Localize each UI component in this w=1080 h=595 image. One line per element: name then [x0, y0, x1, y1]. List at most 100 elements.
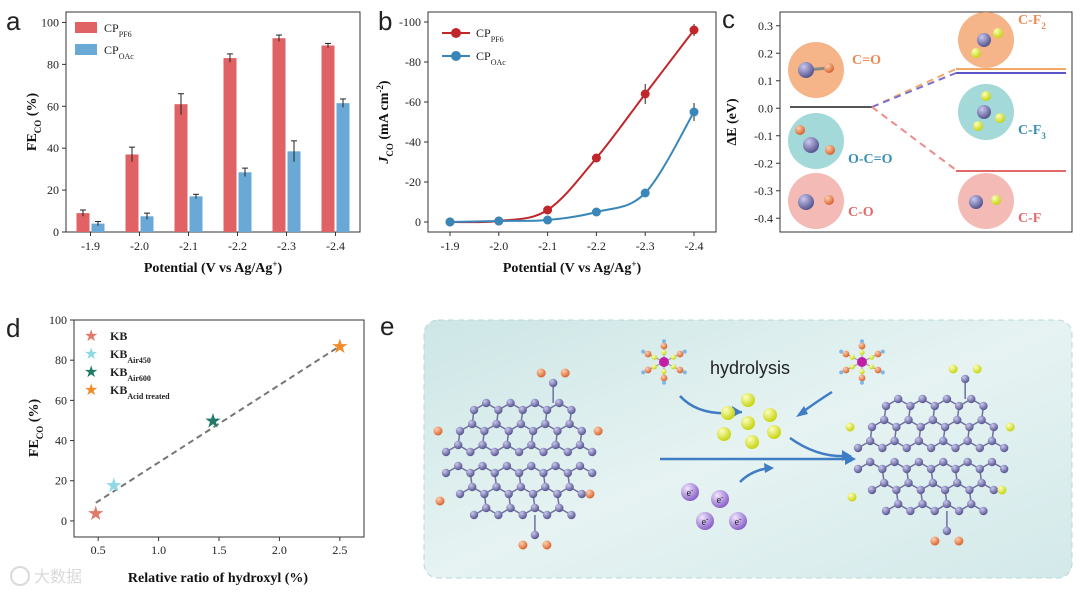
atom-c [441, 468, 451, 478]
atom-o [660, 374, 668, 382]
atom-c [954, 506, 964, 516]
atom-c [989, 422, 998, 432]
label-o-c-o: O-C=O [848, 152, 893, 167]
chart-d-fit-line [95, 345, 341, 504]
atom-c [577, 426, 586, 436]
atom-c [555, 503, 564, 513]
atom-c [527, 461, 536, 471]
atom-f [847, 492, 857, 502]
atom-h [662, 339, 666, 344]
atom-c [575, 461, 585, 471]
y-tick-label: 0.1 [758, 74, 773, 88]
atom-f [651, 354, 658, 360]
atom-f [845, 422, 855, 432]
path-c-f [871, 106, 957, 171]
atom-c [926, 443, 936, 453]
atom-c [975, 443, 984, 453]
bar-oac--2.2 [238, 172, 252, 232]
legend-b-marker-pf6 [451, 28, 461, 38]
chart-c-ylabel: ΔE (eV) [725, 98, 740, 146]
atom-c [480, 426, 489, 436]
atom-f [849, 354, 856, 360]
atom-c [516, 419, 526, 429]
watermark-text: 大数据 [34, 567, 82, 586]
atom-p [659, 357, 669, 367]
atom-c [506, 398, 515, 408]
bar-pf6--2.4 [321, 45, 335, 233]
atom-c [502, 440, 512, 450]
atom-c [960, 374, 970, 384]
chart-b: -1.9 -2.0 -2.1 -2.2 -2.3 -2.4 0 -20 -40 -60 -80 -10… [375, 11, 717, 276]
atom-c [539, 468, 548, 478]
legend-a-label-pf6: CPPF6 [104, 21, 132, 39]
x-tick-label: -2.2 [228, 239, 247, 253]
atom-c [999, 443, 1009, 453]
atom-c [551, 461, 560, 471]
atom-c [879, 478, 889, 488]
x-tick-label: -2.0 [130, 239, 149, 253]
bar-oac--1.9 [91, 223, 105, 232]
atom-o [858, 342, 866, 350]
atom-c [865, 436, 875, 446]
point-oac--2.2 [591, 207, 601, 217]
atom-h [641, 370, 646, 375]
legend-b-marker-oac [451, 51, 461, 61]
x-tick-label: 1.0 [151, 543, 166, 557]
atom-f [671, 354, 677, 360]
series-line-oac [449, 111, 695, 223]
atom-c [528, 426, 538, 436]
point-oac--2.4 [689, 107, 699, 117]
x-tick-label: 0.5 [91, 543, 106, 557]
atom-c [916, 422, 925, 432]
atom-c [494, 405, 503, 415]
x-tick-label: -2.0 [489, 239, 508, 253]
atom-c [963, 457, 972, 467]
point-oac--2.0 [494, 216, 504, 226]
y-tick-label: 100 [41, 15, 59, 29]
atom-f [849, 364, 856, 370]
atom-o [795, 125, 805, 135]
atom-c [977, 33, 991, 47]
atom-o [930, 536, 940, 546]
atom-c [878, 443, 887, 453]
atom-c [530, 398, 540, 408]
y-tick-label: -0.4 [754, 211, 773, 225]
label-c-f3: C-F3 [1018, 123, 1046, 141]
atom-o [536, 368, 546, 378]
atom-c [441, 447, 451, 457]
atom-c [803, 137, 819, 153]
x-tick-label: -2.1 [538, 239, 557, 253]
atom-f [661, 369, 667, 375]
point-oac--1.9 [445, 217, 455, 227]
atom-c [939, 436, 948, 446]
bar-pf6--1.9 [76, 213, 90, 232]
atom-c [865, 457, 875, 467]
point-pf6--2.2 [591, 153, 601, 163]
atom-c [977, 415, 986, 425]
atom-o [435, 496, 445, 506]
atom-f [721, 406, 735, 420]
atom-c [967, 499, 976, 509]
atom-h [641, 349, 646, 354]
atom-f [661, 349, 667, 355]
point-star-0: ★ [87, 503, 105, 525]
atom-c [914, 436, 924, 446]
atom-c [906, 401, 915, 411]
y-tick-label: 20 [55, 474, 67, 488]
atom-c [977, 105, 991, 119]
legend-d-marker-acid: ★ [84, 382, 98, 399]
atom-c [587, 468, 597, 478]
atom-c [977, 478, 986, 488]
y-tick-label: 40 [55, 434, 67, 448]
atom-c [516, 482, 526, 492]
y-tick-label: -100 [399, 15, 421, 29]
atom-c [881, 401, 891, 411]
atom-c [478, 461, 487, 471]
atom-c [965, 422, 974, 432]
point-star-3: ★ [331, 336, 349, 358]
atom-c [940, 485, 950, 495]
bar-pf6--2.1 [174, 104, 188, 232]
atom-c [541, 419, 550, 429]
atom-o [824, 195, 834, 205]
